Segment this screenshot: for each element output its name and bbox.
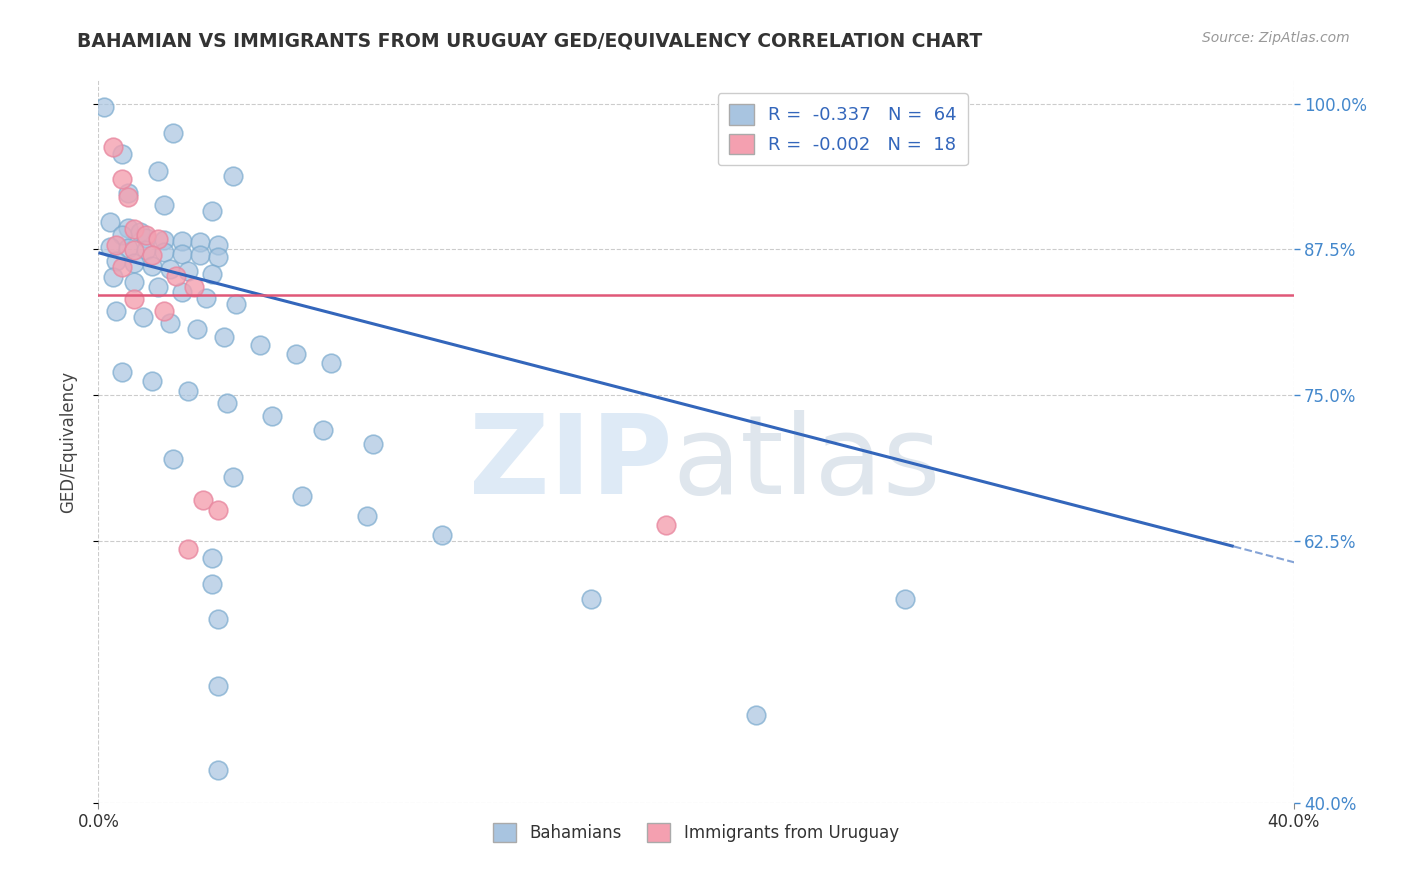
Point — [153, 198, 176, 212]
Point — [177, 264, 200, 278]
Point — [207, 251, 229, 265]
Point — [249, 338, 271, 352]
Point — [745, 708, 768, 723]
Point — [159, 262, 181, 277]
Point — [186, 321, 208, 335]
Point — [191, 492, 214, 507]
Point — [132, 310, 155, 324]
Point — [207, 612, 229, 626]
Point — [655, 518, 678, 533]
Point — [153, 233, 176, 247]
Point — [188, 248, 211, 262]
Point — [129, 225, 152, 239]
Point — [124, 293, 146, 307]
Point — [124, 256, 146, 270]
Point — [430, 528, 453, 542]
Point — [260, 409, 283, 423]
Point — [141, 259, 163, 273]
Point — [207, 503, 229, 517]
Point — [98, 215, 122, 229]
Point — [135, 228, 157, 243]
Point — [159, 316, 181, 330]
Point — [111, 146, 134, 161]
Point — [177, 541, 200, 556]
Point — [153, 244, 176, 259]
Point — [124, 244, 146, 258]
Point — [111, 228, 134, 243]
Point — [141, 374, 163, 388]
Point — [105, 304, 128, 318]
Point — [117, 241, 139, 255]
Point — [207, 679, 229, 693]
Y-axis label: GED/Equivalency: GED/Equivalency — [59, 370, 77, 513]
Point — [183, 279, 205, 293]
Point — [148, 164, 170, 178]
Point — [124, 275, 146, 289]
Point — [581, 591, 603, 606]
Point — [93, 100, 115, 114]
Point — [172, 285, 194, 300]
Text: Source: ZipAtlas.com: Source: ZipAtlas.com — [1202, 31, 1350, 45]
Point — [135, 244, 157, 258]
Point — [103, 270, 125, 285]
Point — [111, 365, 134, 379]
Point — [201, 203, 224, 218]
Point — [117, 186, 139, 201]
Point — [117, 190, 139, 204]
Text: atlas: atlas — [672, 409, 941, 516]
Point — [321, 356, 343, 370]
Point — [188, 235, 211, 250]
Point — [207, 237, 229, 252]
Point — [162, 452, 184, 467]
Point — [215, 396, 238, 410]
Legend: Bahamians, Immigrants from Uruguay: Bahamians, Immigrants from Uruguay — [486, 816, 905, 848]
Point — [162, 126, 184, 140]
Point — [894, 591, 917, 606]
Point — [356, 509, 378, 524]
Point — [98, 240, 122, 254]
Point — [172, 234, 194, 248]
Point — [291, 489, 314, 503]
Point — [201, 551, 224, 566]
Point — [212, 329, 235, 343]
Point — [148, 232, 170, 246]
Point — [363, 437, 385, 451]
Point — [103, 139, 125, 153]
Point — [195, 291, 218, 305]
Point — [105, 254, 128, 268]
Point — [201, 267, 224, 281]
Point — [222, 169, 245, 183]
Point — [284, 347, 307, 361]
Text: ZIP: ZIP — [468, 409, 672, 516]
Text: BAHAMIAN VS IMMIGRANTS FROM URUGUAY GED/EQUIVALENCY CORRELATION CHART: BAHAMIAN VS IMMIGRANTS FROM URUGUAY GED/… — [77, 31, 983, 50]
Point — [207, 763, 229, 777]
Point — [311, 423, 333, 437]
Point — [165, 268, 187, 283]
Point — [105, 237, 128, 252]
Point — [111, 260, 134, 274]
Point — [148, 279, 170, 293]
Point — [177, 384, 200, 399]
Point — [225, 297, 247, 311]
Point — [117, 221, 139, 235]
Point — [124, 222, 146, 236]
Point — [201, 576, 224, 591]
Point — [172, 247, 194, 261]
Point — [111, 172, 134, 186]
Point — [222, 469, 245, 483]
Point — [153, 304, 176, 318]
Point — [135, 230, 157, 244]
Point — [141, 248, 163, 262]
